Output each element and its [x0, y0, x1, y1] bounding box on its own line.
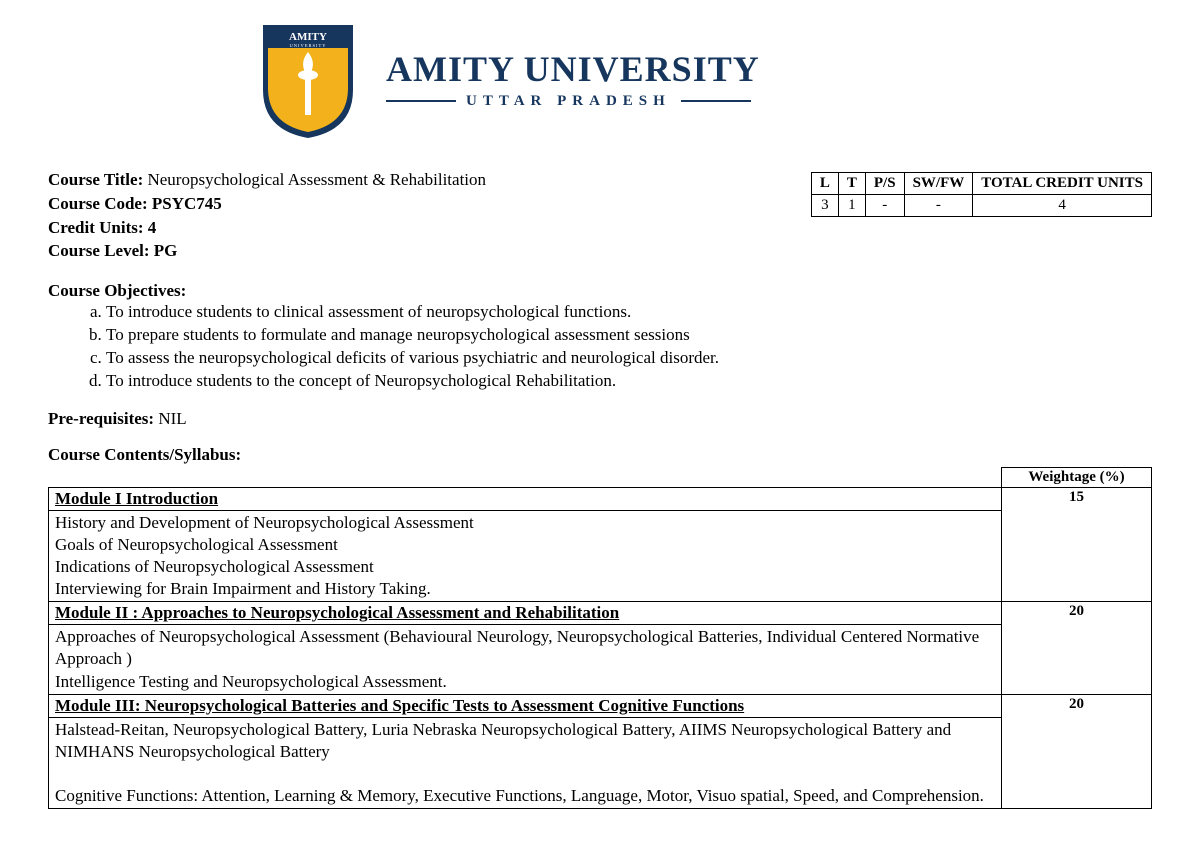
course-title-label: Course Title: [48, 170, 143, 189]
module-1-title: Module I Introduction [49, 487, 1002, 510]
prerequisites-line: Pre-requisites: NIL [48, 409, 1152, 429]
credit-val-l: 3 [811, 195, 838, 217]
credit-col-t: T [838, 173, 865, 195]
credit-units-value: 4 [148, 218, 157, 237]
university-shield-logo: AMITY UNIVERSITY [258, 20, 358, 140]
weightage-header: Weightage (%) [1002, 467, 1152, 487]
course-title-line: Course Title: Neuropsychological Assessm… [48, 168, 486, 192]
university-text-block: AMITY UNIVERSITY UTTAR PRADESH [386, 51, 760, 110]
credit-units-line: Credit Units: 4 [48, 216, 486, 240]
syllabus-label: Course Contents/Syllabus: [48, 445, 1152, 465]
module-3-weight: 20 [1002, 694, 1152, 808]
module-1-weight: 15 [1002, 487, 1152, 601]
credit-val-total: 4 [973, 195, 1152, 217]
course-header-block: Course Title: Neuropsychological Assessm… [48, 168, 1152, 263]
module-title-row: Module III: Neuropsychological Batteries… [49, 694, 1152, 717]
university-subtitle: UTTAR PRADESH [466, 93, 671, 110]
module-body-row: Approaches of Neuropsychological Assessm… [49, 625, 1152, 694]
objective-item: To introduce students to the concept of … [106, 370, 1152, 393]
module-body-row: History and Development of Neuropsycholo… [49, 510, 1152, 601]
syllabus-table: Weightage (%) Module I Introduction 15 H… [48, 467, 1152, 809]
credit-distribution-table: L T P/S SW/FW TOTAL CREDIT UNITS 3 1 - -… [811, 172, 1152, 217]
course-level-line: Course Level: PG [48, 239, 486, 263]
module-3-title: Module III: Neuropsychological Batteries… [49, 694, 1002, 717]
module-title-row: Module I Introduction 15 [49, 487, 1152, 510]
module-2-body: Approaches of Neuropsychological Assessm… [49, 625, 1002, 694]
credit-col-swfw: SW/FW [904, 173, 973, 195]
subtitle-line-left [386, 100, 456, 102]
prerequisites-value: NIL [158, 409, 186, 428]
header-logo-row: AMITY UNIVERSITY AMITY UNIVERSITY UTTAR … [258, 20, 1152, 140]
subtitle-line-right [681, 100, 751, 102]
shield-banner-sub: UNIVERSITY [290, 43, 327, 48]
credit-table-header-row: L T P/S SW/FW TOTAL CREDIT UNITS [811, 173, 1151, 195]
module-1-body: History and Development of Neuropsycholo… [49, 510, 1002, 601]
credit-col-l: L [811, 173, 838, 195]
course-objectives-block: Course Objectives: To introduce students… [48, 281, 1152, 393]
credit-col-ps: P/S [865, 173, 904, 195]
module-3-body: Halstead-Reitan, Neuropsychological Batt… [49, 717, 1002, 808]
objective-item: To assess the neuropsychological deficit… [106, 347, 1152, 370]
course-level-label: Course Level: [48, 241, 150, 260]
course-meta: Course Title: Neuropsychological Assessm… [48, 168, 486, 263]
university-name: AMITY UNIVERSITY [386, 51, 760, 87]
objectives-list: To introduce students to clinical assess… [48, 301, 1152, 393]
course-code-line: Course Code: PSYC745 [48, 192, 486, 216]
university-subtitle-row: UTTAR PRADESH [386, 93, 760, 110]
credit-table-data-row: 3 1 - - 4 [811, 195, 1151, 217]
course-title-value: Neuropsychological Assessment & Rehabili… [147, 170, 486, 189]
credit-col-total: TOTAL CREDIT UNITS [973, 173, 1152, 195]
objectives-label: Course Objectives: [48, 281, 1152, 301]
syllabus-header-empty [49, 467, 1002, 487]
course-code-label: Course Code: [48, 194, 148, 213]
credit-val-ps: - [865, 195, 904, 217]
prerequisites-label: Pre-requisites: [48, 409, 154, 428]
credit-val-t: 1 [838, 195, 865, 217]
credit-val-swfw: - [904, 195, 973, 217]
module-body-row: Halstead-Reitan, Neuropsychological Batt… [49, 717, 1152, 808]
objective-item: To introduce students to clinical assess… [106, 301, 1152, 324]
module-title-row: Module II : Approaches to Neuropsycholog… [49, 602, 1152, 625]
shield-banner-text: AMITY [289, 31, 327, 43]
module-2-title: Module II : Approaches to Neuropsycholog… [49, 602, 1002, 625]
syllabus-header-row: Weightage (%) [49, 467, 1152, 487]
course-code-value: PSYC745 [152, 194, 222, 213]
course-level-value: PG [154, 241, 178, 260]
objective-item: To prepare students to formulate and man… [106, 324, 1152, 347]
module-2-weight: 20 [1002, 602, 1152, 694]
credit-units-label: Credit Units: [48, 218, 144, 237]
